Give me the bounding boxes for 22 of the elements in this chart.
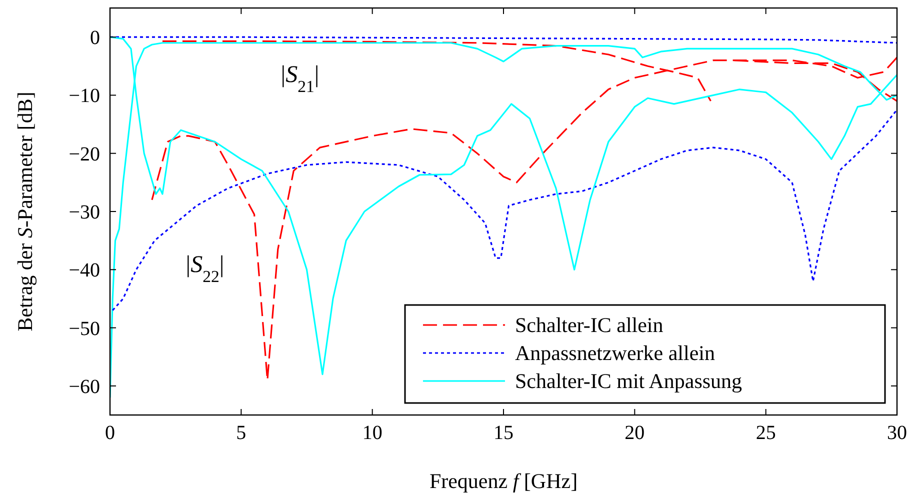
y-tick-label: 0 (90, 27, 100, 50)
y-axis-title: Betrag der S-Parameter [dB] (13, 92, 37, 332)
y-tick-label: −20 (68, 143, 100, 166)
x-tick-label: 20 (624, 422, 645, 444)
y-tick-label: −40 (68, 260, 100, 282)
x-tick-label: 25 (756, 422, 776, 444)
y-tick-label: −60 (68, 376, 100, 398)
annotation: |S$_{22}$| (186, 252, 224, 286)
annotation: |S$_{21}$| (280, 62, 320, 96)
y-tick-label: −50 (68, 318, 100, 340)
legend-label: Anpassnetzwerke allein (515, 341, 716, 365)
y-tick-label: −30 (68, 202, 100, 224)
y-tick-label: −10 (68, 85, 100, 108)
x-tick-label: 10 (362, 422, 382, 444)
line-series (112, 108, 897, 312)
x-tick-label: 5 (236, 422, 246, 444)
x-tick-label: 15 (494, 422, 514, 444)
x-axis-title: Frequenz f [GHz] (429, 469, 578, 493)
x-tick-label: 0 (105, 422, 115, 444)
legend-label: Schalter-IC allein (515, 313, 664, 337)
legend-label: Schalter-IC mit Anpassung (515, 369, 743, 393)
x-tick-label: 30 (887, 422, 907, 444)
